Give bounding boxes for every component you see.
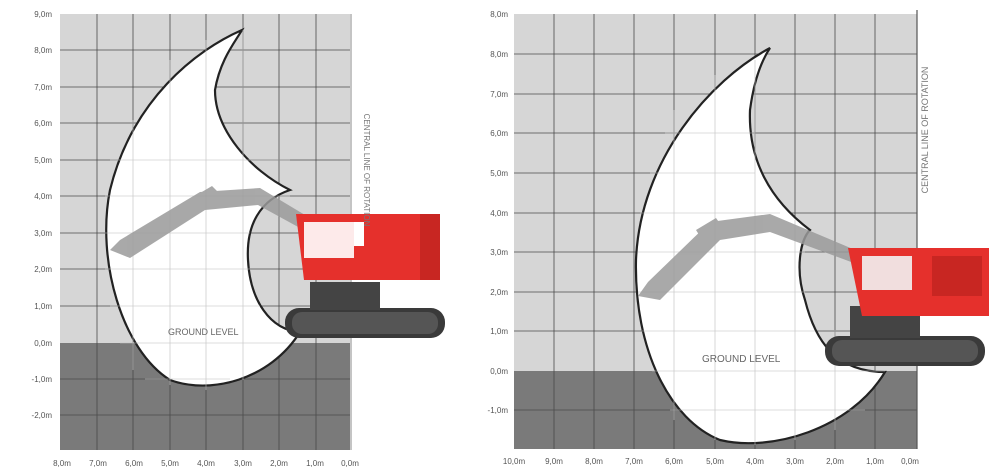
y-tick: 7,0m — [490, 90, 508, 99]
x-tick: 4,0m — [197, 459, 215, 468]
y-tick: 2,0m — [34, 265, 52, 274]
x-tick: 3,0m — [786, 457, 804, 466]
x-tick: 2,0m — [826, 457, 844, 466]
y-tick: 5,0m — [34, 156, 52, 165]
y-tick: 1,0m — [490, 327, 508, 336]
x-tick: 5,0m — [161, 459, 179, 468]
y-tick: 7,0m — [34, 83, 52, 92]
y-tick: 5,0m — [490, 169, 508, 178]
x-axis-labels: 10,0m 9,0m 8,0m 7,0m 6,0m 5,0m 4,0m 3,0m… — [503, 457, 919, 466]
reach-diagram-right: GROUND LEVEL CENTRAL LINE OF ROTATION 8,… — [470, 0, 989, 473]
boom-shadow — [110, 186, 305, 258]
y-tick: 2,0m — [490, 288, 508, 297]
y-axis-labels: 9,0m 8,0m 7,0m 6,0m 5,0m 4,0m 3,0m 2,0m … — [32, 10, 53, 420]
y-tick: 3,0m — [34, 229, 52, 238]
y-tick: 3,0m — [490, 248, 508, 257]
excavator-right — [825, 248, 989, 366]
y-tick: 6,0m — [34, 119, 52, 128]
y-tick: 8,0m — [490, 50, 508, 59]
x-tick: 6,0m — [665, 457, 683, 466]
rotation-axis-label: CENTRAL LINE OF ROTATION — [920, 67, 930, 194]
x-tick: 7,0m — [625, 457, 643, 466]
y-axis-labels: 8,0m 8,0m 7,0m 6,0m 5,0m 4,0m 3,0m 2,0m … — [488, 10, 509, 415]
y-tick: -1,0m — [488, 406, 509, 415]
excavator-left — [285, 214, 445, 338]
x-tick: 1,0m — [866, 457, 884, 466]
working-envelope — [634, 47, 887, 445]
ground-level-label: GROUND LEVEL — [168, 327, 239, 337]
ground-level-label: GROUND LEVEL — [702, 354, 781, 365]
y-tick: 9,0m — [34, 10, 52, 19]
rotation-axis-label: CENTRAL LINE OF ROTATION — [362, 114, 371, 227]
y-tick: -2,0m — [32, 411, 53, 420]
x-axis-labels: 8,0m 7,0m 6,0m 5,0m 4,0m 3,0m 2,0m 1,0m … — [53, 459, 359, 468]
x-tick: 3,0m — [234, 459, 252, 468]
y-tick: 8,0m — [34, 46, 52, 55]
x-tick: 8,0m — [53, 459, 71, 468]
y-tick: 0,0m — [490, 367, 508, 376]
x-tick: 1,0m — [306, 459, 324, 468]
x-tick: 0,0m — [901, 457, 919, 466]
x-tick: 8,0m — [585, 457, 603, 466]
x-tick: 4,0m — [746, 457, 764, 466]
x-tick: 2,0m — [270, 459, 288, 468]
x-tick: 0,0m — [341, 459, 359, 468]
y-tick: 8,0m — [490, 10, 508, 19]
x-tick: 7,0m — [89, 459, 107, 468]
y-tick: 4,0m — [34, 192, 52, 201]
y-tick: 4,0m — [490, 209, 508, 218]
x-tick: 6,0m — [125, 459, 143, 468]
boom-shadow — [638, 214, 862, 300]
y-tick: -1,0m — [32, 375, 53, 384]
reach-diagram-left: GROUND LEVEL CENTRAL LINE OF ROTATION 9,… — [0, 0, 460, 473]
x-tick: 9,0m — [545, 457, 563, 466]
x-tick: 5,0m — [706, 457, 724, 466]
y-tick: 0,0m — [34, 339, 52, 348]
y-tick: 1,0m — [34, 302, 52, 311]
y-tick: 6,0m — [490, 129, 508, 138]
x-tick: 10,0m — [503, 457, 526, 466]
